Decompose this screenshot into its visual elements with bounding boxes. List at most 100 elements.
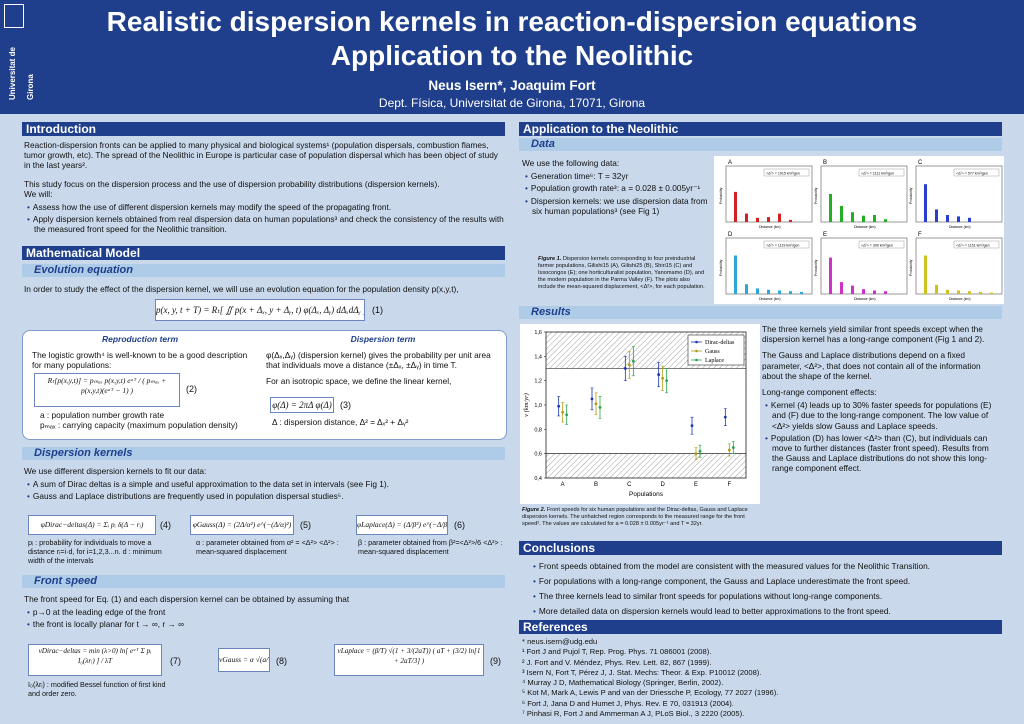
panel-xlabel: Distance (km) <box>854 225 876 229</box>
panel-note-box <box>953 168 1000 177</box>
results-paragraph: The Gauss and Laplace distributions depe… <box>762 350 981 381</box>
kernel-bar <box>957 216 960 222</box>
kernel-panel-F: F <Δ²> = 1151 km²/gen Distance (km) Probabi… <box>909 232 1003 301</box>
kernel-bar <box>789 219 792 222</box>
kernel-bar <box>851 212 854 222</box>
kernel-bar <box>756 288 759 294</box>
authors: Neus Isern*, Joaquim Fort <box>428 78 596 93</box>
subsection-dispersion-kernels: Dispersion kernels <box>22 447 505 460</box>
kernel-panel-B: B <Δ²> = 1111 km²/gen Distance (km) Probabi… <box>814 160 908 229</box>
section-introduction: Introduction <box>22 122 505 136</box>
subsection-evolution-equation: Evolution equation <box>22 264 505 277</box>
kernel-bar <box>862 289 865 294</box>
kernel-bar <box>924 184 927 222</box>
kernel-bar <box>829 194 832 222</box>
y-tick-label: 1,2 <box>534 379 542 385</box>
data-point <box>657 373 661 376</box>
equation-3: φ(Δ) = 2πΔ φ(Δ) <box>270 397 334 413</box>
section-conclusions: Conclusions <box>519 541 1002 555</box>
kernel-bar <box>862 215 865 222</box>
data-list: Generation time⁶: T = 32yr Population gr… <box>522 171 712 216</box>
affiliation: Dept. Física, Universitat de Girona, 170… <box>378 96 646 110</box>
panel-xlabel: Distance (km) <box>759 297 781 301</box>
kernel-bar <box>884 219 887 222</box>
logo-emblem <box>4 4 24 28</box>
kernel-6-legend: β : parameter obtained from β²=<Δ²>/6 <Δ… <box>358 538 503 556</box>
panel-note-box <box>858 168 905 177</box>
equation-number: (9) <box>490 656 501 666</box>
reference-item: ⁶ Fort J, Jana D and Humet J, Phys. Rev.… <box>522 698 734 708</box>
y-tick-label: 1,6 <box>534 330 542 336</box>
list-item: More detailed data on dispersion kernels… <box>539 605 1000 618</box>
panel-note: <Δ²> = 1119 km²/gen <box>766 244 799 248</box>
list-item: p→0 at the leading edge of the front <box>33 607 504 617</box>
kernel-bar <box>829 257 832 294</box>
y-tick-label: 0,6 <box>534 452 542 458</box>
panel-note: <Δ²> = 1111 km²/gen <box>861 172 894 176</box>
kernel-4-legend: pᵢ : probability for individuals to move… <box>28 538 162 565</box>
x-tick-label: E <box>694 482 698 488</box>
dispersion-term-text: φ(Δₓ,Δᵧ) (dispersion kernel) gives the p… <box>266 350 498 390</box>
data-body: We use the following data: Generation ti… <box>522 158 712 218</box>
list-item: Apply dispersion kernels obtained from r… <box>33 214 504 234</box>
equation-5: φGauss(Δ) = (2Δ/α²) e^(−(Δ/α)²) <box>190 515 294 535</box>
list-item: the front is locally planar for t → ∞, r… <box>33 619 504 629</box>
panel-note-box <box>763 168 810 177</box>
equation-number: (4) <box>160 520 171 530</box>
legend-label: Dirac-deltas <box>705 340 735 346</box>
subsection-front-speed: Front speed <box>22 575 505 588</box>
section-mathematical-model: Mathematical Model <box>22 246 505 260</box>
data-point <box>723 415 727 419</box>
legend-line: a : population number growth rate <box>40 410 165 420</box>
kernel-bar <box>968 291 971 294</box>
list-item: Kernel (4) leads up to 30% faster speeds… <box>771 400 1002 431</box>
data-point <box>631 359 635 363</box>
reference-item: * neus.isern@udg.edu <box>522 637 598 646</box>
dispersion-legend: Δ : dispersion distance, Δ² = Δₓ² + Δᵧ² <box>272 417 409 427</box>
legend-label: Laplace <box>705 358 724 364</box>
kernel-panel-C: C <Δ²> = 577 km²/gen Distance (km) Probabil… <box>909 160 1003 229</box>
caption-label: Figure 1. <box>538 256 562 262</box>
list-item: Assess how the use of different dispersi… <box>33 202 504 212</box>
intro-body: Reaction-dispersion fronts can be applie… <box>24 140 504 237</box>
references-list: * neus.isern@udg.edu ¹ Fort J and Pujol … <box>522 637 1002 719</box>
list-item: Population (D) has lower <Δ²> than (C), … <box>771 433 1002 474</box>
panel-ylabel: Probability <box>814 187 818 204</box>
equation-6: φLaplace(Δ) = (Δ/β²) e^(−Δ/β) <box>356 515 448 535</box>
caption-text: Dispersion kernels corresponding to four… <box>538 256 705 290</box>
dispersion-paragraph: For an isotropic space, we define the li… <box>266 376 452 387</box>
reference-item: ⁷ Pinhasi R, Fort J and Ammerman A J, PL… <box>522 709 745 719</box>
equation-number: (7) <box>170 656 181 666</box>
kernel-bar <box>767 217 770 222</box>
panel-ylabel: Probability <box>719 259 723 276</box>
kernel-bar <box>851 285 854 294</box>
kernel-panel-E: E <Δ²> = 300 km²/gen Distance (km) Probabil… <box>814 232 908 301</box>
x-tick-label: D <box>660 482 665 488</box>
panel-note: <Δ²> = 577 km²/gen <box>956 172 988 176</box>
results-body: The three kernels yield similar front sp… <box>762 324 1002 476</box>
intro-paragraph: This study focus on the dispersion proce… <box>24 178 440 189</box>
kernel-bar <box>840 205 843 222</box>
caption-label: Figure 2. <box>522 507 546 513</box>
reference-item: ² J. Fort and V. Méndez, Phys. Rev. Lett… <box>522 657 712 667</box>
kernel-bar <box>873 215 876 222</box>
kernel-bar <box>873 290 876 294</box>
kernel-bar <box>979 291 982 294</box>
figure-2-caption: Figure 2. Front speeds for six human pop… <box>522 507 758 528</box>
legend-marker <box>695 340 698 344</box>
panel-xlabel: Distance (km) <box>759 225 781 229</box>
front-list: p→0 at the leading edge of the front the… <box>24 607 504 629</box>
y-axis-label: v (km/yr) <box>523 393 530 417</box>
panel-letter: D <box>728 232 733 238</box>
kernel-bar <box>924 255 927 294</box>
equation-number: (2) <box>186 384 197 394</box>
panel-note-box <box>858 240 905 249</box>
data-point <box>590 397 594 401</box>
panel-note: <Δ²> = 300 km²/gen <box>861 244 893 248</box>
figure-1-caption: Figure 1. Dispersion kernels correspondi… <box>538 256 708 291</box>
poster-title-line2: Application to the Neolithic <box>330 40 694 71</box>
equation-number: (8) <box>276 656 287 666</box>
equation-number: (1) <box>372 305 383 315</box>
kernel-bar <box>745 284 748 294</box>
intro-paragraph: Reaction-dispersion fronts can be applie… <box>24 140 498 171</box>
